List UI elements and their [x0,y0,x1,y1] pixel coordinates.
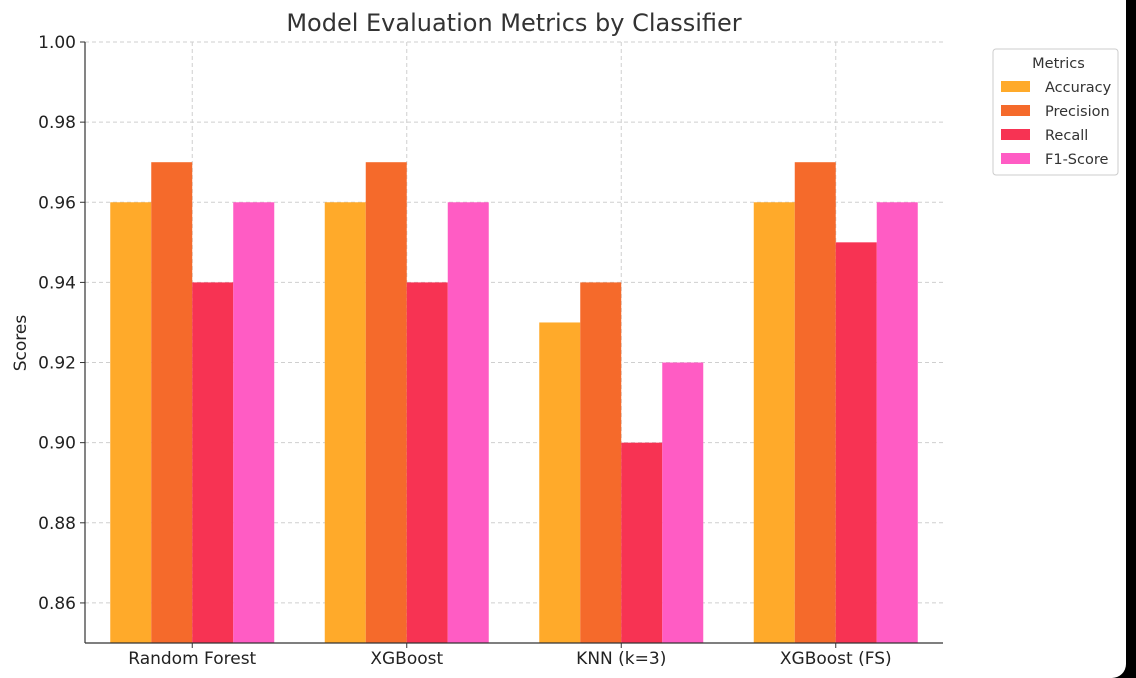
x-tick-label: KNN (k=3) [576,649,666,669]
legend-swatch-recall [1001,129,1030,140]
y-tick-labels: 0.86 0.88 0.90 0.92 0.94 0.96 0.98 1.00 [38,33,76,614]
bar-f1-score [233,202,275,643]
y-tick-label: 0.94 [38,273,76,293]
bar-accuracy [110,202,152,643]
x-tick-label: Random Forest [128,649,256,669]
legend-label-accuracy: Accuracy [1045,80,1112,96]
axes [80,41,943,648]
bar-precision [580,282,622,643]
chart-title: Model Evaluation Metrics by Classifier [286,9,741,37]
bar-f1-score [447,202,489,643]
y-tick-label: 0.92 [38,354,76,374]
bar-accuracy [539,322,581,643]
legend-swatch-accuracy [1001,81,1030,92]
bar-recall [621,442,663,643]
y-tick-label: 1.00 [38,33,76,53]
bar-recall [406,282,448,643]
legend-label-f1-score: F1-Score [1045,152,1108,168]
legend-swatch-f1-score [1001,153,1030,164]
x-tick-label: XGBoost (FS) [780,649,892,669]
legend-box [992,48,1119,176]
y-tick-label: 0.90 [38,434,76,454]
bar-f1-score [662,362,704,643]
y-tick-label: 0.88 [38,514,76,534]
bar-recall [192,282,234,643]
legend-title: Metrics [1032,56,1085,72]
bars [110,162,918,644]
legend: Metrics Accuracy Precision Recall F1-Score [992,48,1119,176]
x-tick-labels: Random Forest XGBoost KNN (k=3) XGBoost (FS… [128,649,891,669]
x-tick-label: XGBoost [370,649,443,669]
bar-precision [151,162,193,643]
bar-accuracy [753,202,795,643]
y-tick-label: 0.86 [38,594,76,614]
bar-accuracy [324,202,366,643]
y-tick-label: 0.98 [38,113,76,133]
bar-precision [365,162,407,643]
y-tick-label: 0.96 [38,193,76,213]
bar-precision [794,162,836,643]
bar-f1-score [876,202,918,643]
legend-label-precision: Precision [1045,104,1110,120]
y-axis-label: Scores [11,315,31,372]
legend-label-recall: Recall [1045,128,1088,144]
bar-recall [835,242,877,644]
legend-swatch-precision [1001,105,1030,116]
